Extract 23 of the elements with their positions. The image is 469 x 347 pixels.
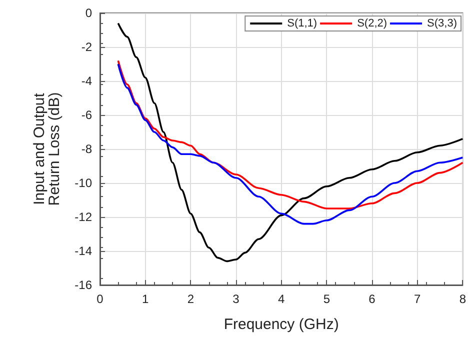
y-tick-label: -10 (74, 176, 92, 190)
x-tick-label: 1 (142, 292, 149, 306)
x-tick-label: 2 (187, 292, 194, 306)
x-axis-title: Frequency (GHz) (224, 316, 339, 333)
y-tick-label: -4 (81, 74, 92, 88)
legend-label: S(2,2) (357, 18, 388, 30)
y-tick-label: 0 (85, 6, 92, 20)
x-tick-label: 4 (278, 292, 285, 306)
x-tick-label: 8 (459, 292, 466, 306)
y-tick-label: -8 (81, 142, 92, 156)
y-tick-label: -2 (81, 40, 92, 54)
y-tick-label: -12 (74, 210, 92, 224)
y-tick-label: -14 (74, 244, 92, 258)
y-tick-label: -16 (74, 278, 92, 292)
x-tick-label: 7 (414, 292, 421, 306)
x-tick-label: 0 (96, 292, 104, 306)
x-tick-label: 5 (323, 292, 330, 306)
legend-label: S(1,1) (287, 18, 318, 30)
y-axis-title: Input and Output Return Loss (dB) (31, 92, 63, 206)
x-tick-label: 6 (368, 292, 376, 306)
legend-label: S(3,3) (427, 18, 458, 30)
y-tick-label: -6 (81, 108, 92, 122)
x-tick-label: 3 (232, 292, 240, 306)
